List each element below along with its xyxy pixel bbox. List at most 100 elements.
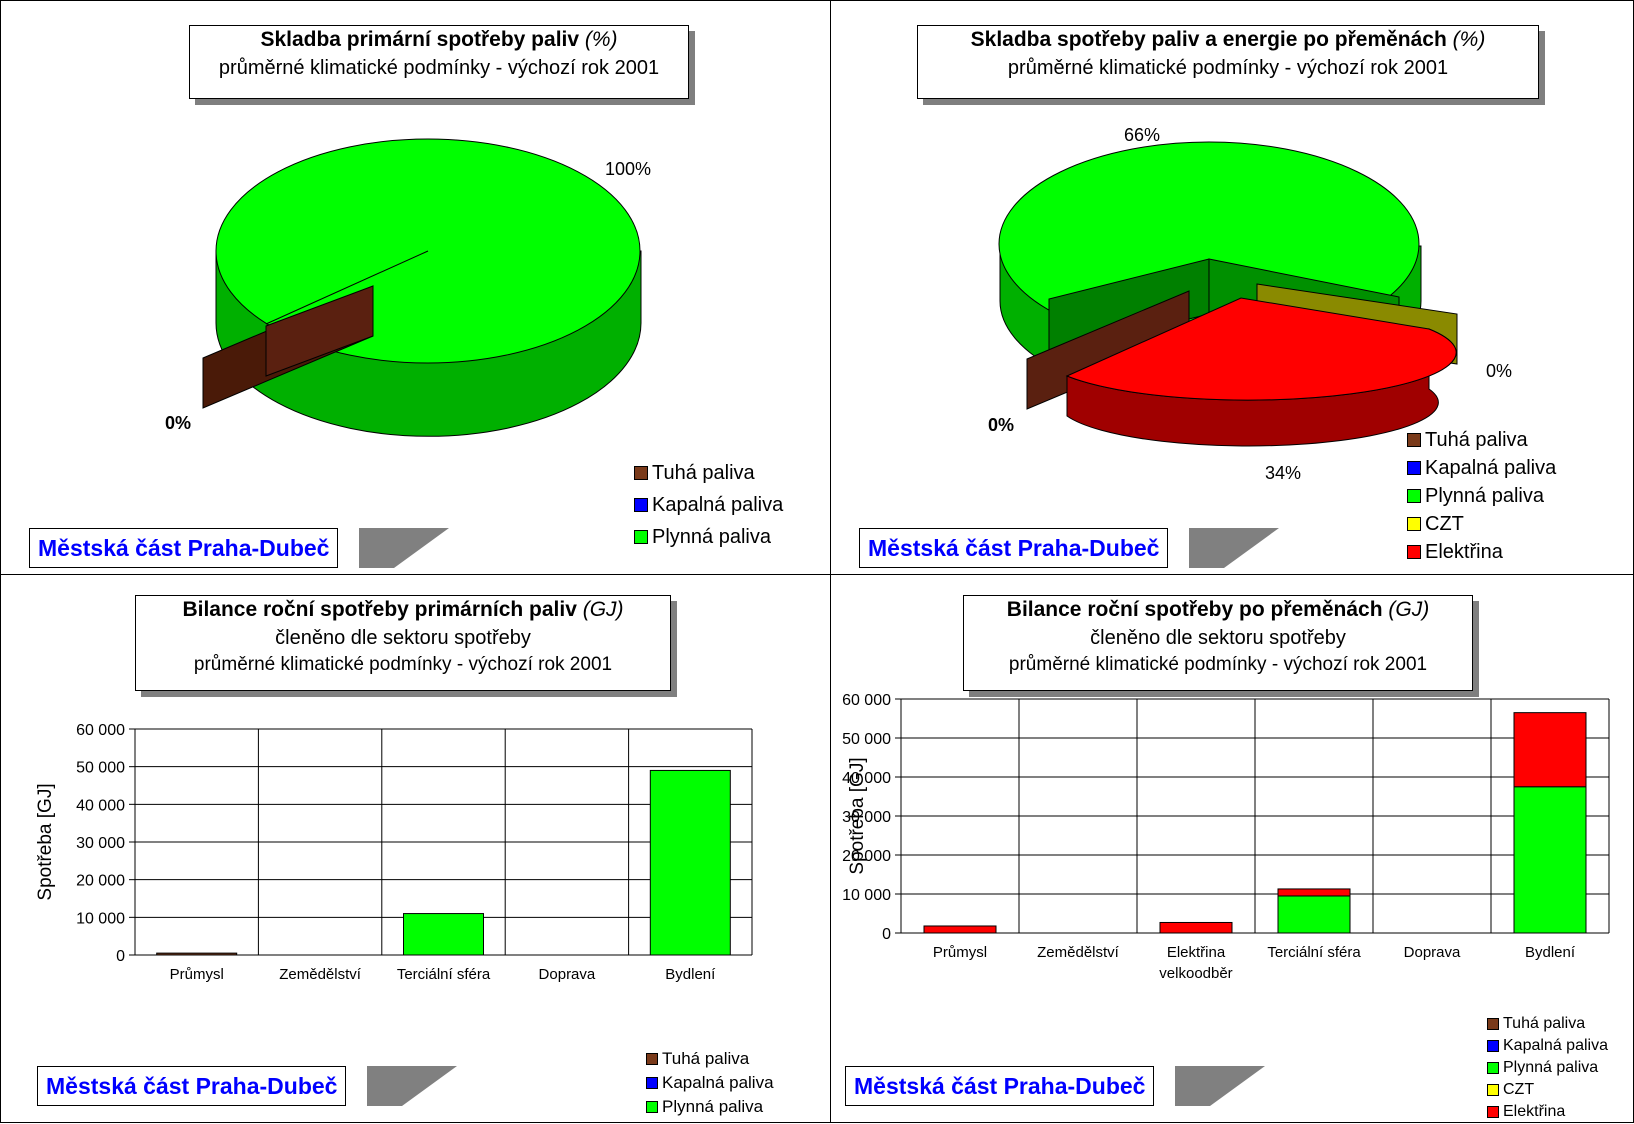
legend-item-tuha: Tuhá paliva xyxy=(1407,426,1556,454)
district-shadow xyxy=(359,528,449,568)
chart-title: Bilance roční spotřeby primárních paliv xyxy=(182,598,577,621)
legend: Tuhá paliva Kapalná paliva Plynná paliva xyxy=(634,457,783,553)
y-tick-label: 20 000 xyxy=(76,873,125,890)
legend-swatch-elektrina xyxy=(1487,1106,1499,1118)
district-label: Městská část Praha-Dubeč xyxy=(37,1066,347,1106)
panel-primary-pie: Skladba primární spotřeby paliv (%) prům… xyxy=(0,0,831,575)
chart-subtitle: členěno dle sektoru spotřeby xyxy=(275,627,531,649)
legend-item-kapalna: Kapalná paliva xyxy=(634,489,783,521)
district-shadow xyxy=(1189,528,1279,568)
chart-title-unit: (GJ) xyxy=(582,598,624,621)
data-label-0-right: 0% xyxy=(1486,361,1513,381)
pie-slice-edge xyxy=(265,250,429,325)
y-axis-label: Spotřeba [GJ] xyxy=(35,783,56,900)
chart-title-unit: (%) xyxy=(1452,28,1486,51)
legend-swatch-plynna xyxy=(1407,489,1421,503)
legend-swatch-kapalna xyxy=(646,1077,658,1089)
y-axis-label: Spotřeba [GJ] xyxy=(847,757,868,874)
legend-swatch-kapalna xyxy=(1487,1040,1499,1052)
legend-swatch-czt xyxy=(1487,1084,1499,1096)
chart-title: Skladba spotřeby paliv a energie po přem… xyxy=(970,28,1447,51)
legend-item-plynna: Plynná paliva xyxy=(1407,482,1556,510)
data-label-0: 0% xyxy=(165,413,192,433)
legend-item-plynna: Plynná paliva xyxy=(634,521,783,553)
y-tick-label: 0 xyxy=(882,926,891,943)
bar-segment xyxy=(403,913,484,956)
x-category-label: Terciální sféra xyxy=(397,966,491,983)
legend-item-kapalna: Kapalná paliva xyxy=(646,1071,774,1095)
legend-item-plynna: Plynná paliva xyxy=(646,1095,774,1119)
panel-primary-bar: Bilance roční spotřeby primárních paliv … xyxy=(0,574,831,1123)
chart-title-box: Bilance roční spotřeby po přeměnách (GJ)… xyxy=(963,595,1473,691)
bar-segment xyxy=(923,925,997,934)
data-label-66: 66% xyxy=(1124,125,1161,145)
legend-swatch-czt xyxy=(1407,517,1421,531)
pie-chart-primary xyxy=(202,138,642,437)
x-category-label: Průmysl xyxy=(170,966,224,983)
bar-segment xyxy=(1513,786,1587,934)
legend-item-elektrina: Elektřina xyxy=(1407,538,1556,566)
y-tick-label: 0 xyxy=(116,948,125,965)
chart-subtitle: členěno dle sektoru spotřeby xyxy=(1090,627,1346,649)
x-category-label: Zemědělství xyxy=(279,966,362,983)
district-label: Městská část Praha-Dubeč xyxy=(845,1066,1155,1106)
panel-transformed-pie: Skladba spotřeby paliv a energie po přem… xyxy=(830,0,1634,575)
x-category-label: velkoodběr xyxy=(1159,965,1232,982)
legend-swatch-kapalna xyxy=(634,498,648,512)
legend-item-kapalna: Kapalná paliva xyxy=(1487,1035,1608,1057)
y-tick-label: 30 000 xyxy=(76,835,125,852)
y-tick-label: 20 000 xyxy=(842,848,891,865)
legend-swatch-tuha xyxy=(634,466,648,480)
bar-segment xyxy=(1277,895,1351,934)
chart-subtitle-2: průměrné klimatické podmínky - výchozí r… xyxy=(193,654,613,675)
bar-segment xyxy=(1513,712,1587,788)
x-category-label: Bydlení xyxy=(665,966,716,983)
chart-title-box: Skladba spotřeby paliv a energie po přem… xyxy=(917,25,1539,99)
y-tick-label: 10 000 xyxy=(842,887,891,904)
district-label: Městská část Praha-Dubeč xyxy=(859,528,1169,568)
bar-segment xyxy=(649,769,731,956)
legend-item-elektrina: Elektřina xyxy=(1487,1101,1608,1123)
chart-subtitle-2: průměrné klimatické podmínky - výchozí r… xyxy=(1008,654,1428,675)
pie-slice-elektrina xyxy=(1065,297,1457,401)
legend-item-czt: CZT xyxy=(1487,1079,1608,1101)
district-label: Městská část Praha-Dubeč xyxy=(29,528,339,568)
legend-swatch-plynna xyxy=(1487,1062,1499,1074)
x-category-label: Bydlení xyxy=(1525,944,1576,961)
y-tick-label: 50 000 xyxy=(842,731,891,748)
y-tick-label: 60 000 xyxy=(842,692,891,709)
legend-item-tuha: Tuhá paliva xyxy=(1487,1013,1608,1035)
x-category-label: Doprava xyxy=(539,966,596,983)
data-label-100: 100% xyxy=(605,159,652,179)
y-tick-label: 30 000 xyxy=(842,809,891,826)
legend-swatch-plynna xyxy=(634,530,648,544)
legend-swatch-kapalna xyxy=(1407,461,1421,475)
chart-title-box: Skladba primární spotřeby paliv (%) prům… xyxy=(189,25,689,99)
x-category-label: Elektřina xyxy=(1167,944,1226,961)
x-category-label: Terciální sféra xyxy=(1267,944,1361,961)
x-category-label: Průmysl xyxy=(933,944,987,961)
x-category-label: Zemědělství xyxy=(1037,944,1120,961)
legend-swatch-plynna xyxy=(646,1101,658,1113)
bar-chart-transformed: 0 10 000 20 000 30 000 40 000 50 000 60 000 Prů… xyxy=(842,692,1610,982)
bar-segment xyxy=(1159,921,1233,934)
legend-item-kapalna: Kapalná paliva xyxy=(1407,454,1556,482)
bar-chart-primary: 0 10 000 20 000 30 000 40 000 50 000 60 000 Prů… xyxy=(35,722,753,983)
chart-title-unit: (%) xyxy=(584,28,618,51)
y-tick-label: 10 000 xyxy=(76,910,125,927)
y-tick-label: 60 000 xyxy=(76,722,125,739)
pie-slice-tuha-front xyxy=(265,285,374,377)
chart-title-box: Bilance roční spotřeby primárních paliv … xyxy=(135,595,671,691)
chart-title-unit: (GJ) xyxy=(1388,598,1430,621)
district-shadow xyxy=(367,1066,457,1106)
legend: Tuhá paliva Kapalná paliva Plynná paliva… xyxy=(1407,426,1556,566)
chart-subtitle: průměrné klimatické podmínky - výchozí r… xyxy=(218,57,660,79)
chart-title: Skladba primární spotřeby paliv xyxy=(260,28,580,51)
legend-item-plynna: Plynná paliva xyxy=(1487,1057,1608,1079)
y-tick-label: 40 000 xyxy=(842,770,891,787)
legend: Tuhá paliva Kapalná paliva Plynná paliva xyxy=(646,1047,774,1119)
legend-swatch-tuha xyxy=(1487,1018,1499,1030)
legend-item-tuha: Tuhá paliva xyxy=(646,1047,774,1071)
legend-swatch-tuha xyxy=(646,1053,658,1065)
panel-transformed-bar: Bilance roční spotřeby po přeměnách (GJ)… xyxy=(830,574,1634,1123)
